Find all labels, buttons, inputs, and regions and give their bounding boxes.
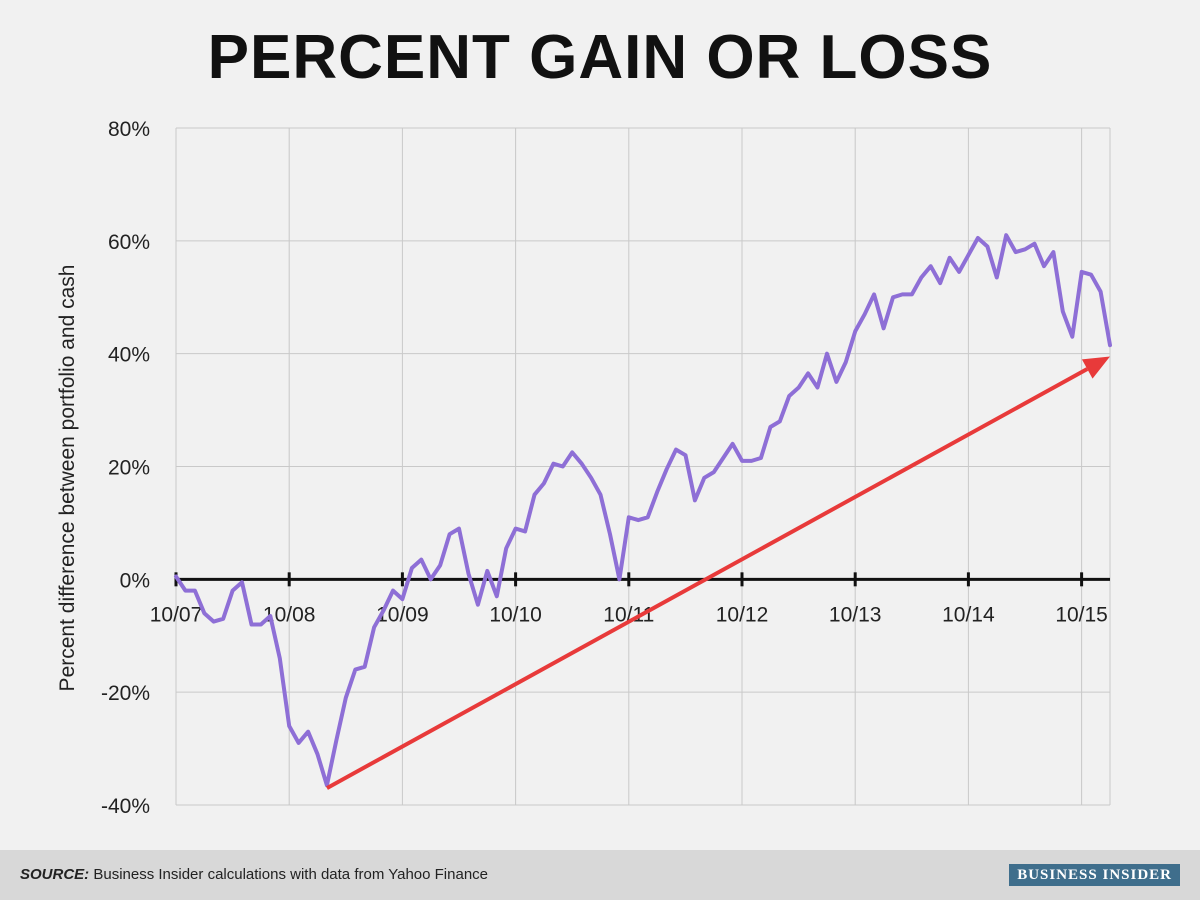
x-tick-label: 10/10 <box>489 603 542 626</box>
y-tick-label: 80% <box>108 118 150 141</box>
grid-lines <box>175 127 1111 806</box>
source-line: SOURCE: Business Insider calculations wi… <box>20 866 488 883</box>
y-tick-label: 20% <box>108 457 150 480</box>
y-tick-label: 40% <box>108 344 150 367</box>
x-tick-label: 10/15 <box>1055 603 1108 626</box>
y-tick-label: 60% <box>108 231 150 254</box>
x-tick-label: 10/11 <box>603 603 654 626</box>
y-axis-title: Percent difference between portfolio and… <box>56 265 79 692</box>
x-tick-label: 10/12 <box>716 603 769 626</box>
y-tick-label: -20% <box>101 682 150 705</box>
annotations <box>325 356 1110 790</box>
trend-arrow-line <box>325 367 1089 790</box>
y-axis-tick-labels: 80% 60% 40% 20% 0% -20% -40% <box>101 118 150 818</box>
series-line <box>174 233 1112 788</box>
source-label: SOURCE: <box>20 866 90 883</box>
brand-logo: BUSINESS INSIDER <box>1009 864 1180 886</box>
chart-title: PERCENT GAIN OR LOSS <box>207 23 993 92</box>
x-tick-label: 10/09 <box>376 603 429 626</box>
data-series <box>174 233 1112 788</box>
x-tick-label: 10/08 <box>263 603 316 626</box>
x-tick-label: 10/07 <box>150 603 203 626</box>
x-axis-tick-labels: 10/07 10/08 10/09 10/10 10/11 10/12 10/13 10/14… <box>150 603 1108 626</box>
x-tick-label: 10/14 <box>942 603 995 626</box>
footer: SOURCE: Business Insider calculations wi… <box>0 850 1200 900</box>
x-tick-label: 10/13 <box>829 603 882 626</box>
y-tick-label: 0% <box>120 569 150 592</box>
y-tick-label: -40% <box>101 795 150 818</box>
zero-axis <box>174 572 1110 587</box>
source-text: Business Insider calculations with data … <box>93 866 489 883</box>
trend-arrow-head <box>1081 356 1110 379</box>
